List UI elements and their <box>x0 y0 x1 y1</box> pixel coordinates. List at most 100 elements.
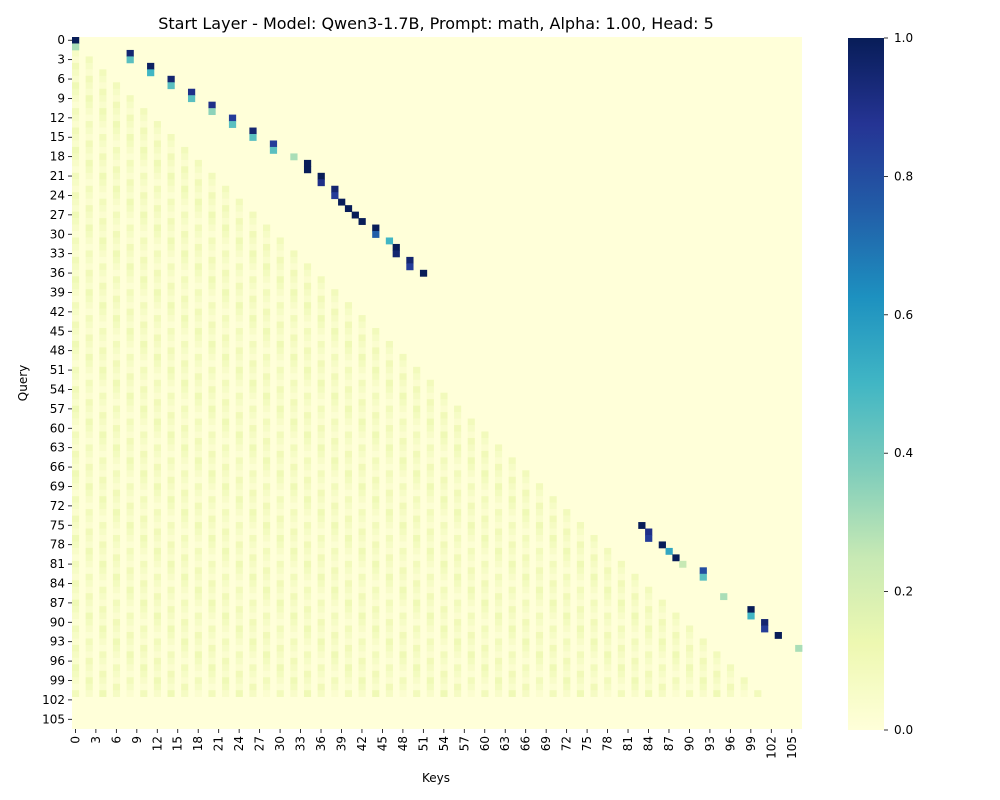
heatmap-cell <box>440 677 448 685</box>
heatmap-cell <box>249 218 257 225</box>
heatmap-cell <box>194 205 202 212</box>
heatmap-cell <box>72 619 80 626</box>
heatmap-cell <box>153 606 161 613</box>
heatmap-cell <box>303 606 312 613</box>
heatmap-cell <box>249 334 257 342</box>
heatmap-cell <box>99 631 107 639</box>
heatmap-cell <box>413 541 421 549</box>
heatmap-cell <box>385 586 393 594</box>
heatmap-cell <box>126 489 134 497</box>
heatmap-cell <box>494 612 503 620</box>
heatmap-cell <box>126 509 134 516</box>
heatmap-cell <box>454 644 462 652</box>
heatmap-cell <box>85 192 93 199</box>
heatmap-cell <box>72 502 80 510</box>
heatmap-cell <box>467 651 475 659</box>
heatmap-cell <box>413 625 421 633</box>
heatmap-cell <box>563 683 571 691</box>
heatmap-cell <box>576 534 584 542</box>
heatmap-cell <box>344 651 353 659</box>
heatmap-cell <box>112 463 121 471</box>
heatmap-cell <box>522 625 530 633</box>
heatmap-cell <box>481 547 489 555</box>
heatmap-cell <box>413 522 421 529</box>
heatmap-cell <box>604 547 612 555</box>
heatmap-cell <box>276 315 284 322</box>
heatmap-cell <box>658 606 666 613</box>
heatmap-cell <box>535 683 544 691</box>
heatmap-cell <box>194 593 202 600</box>
heatmap-cell <box>194 418 202 426</box>
heatmap-cell <box>372 644 380 652</box>
heatmap-cell <box>317 386 325 393</box>
heatmap-cell <box>358 631 366 639</box>
heatmap-cell <box>85 425 93 432</box>
heatmap-cell <box>290 593 298 600</box>
heatmap-cell <box>112 340 121 348</box>
heatmap-cell <box>303 405 312 413</box>
heatmap-cell <box>399 379 407 387</box>
heatmap-cell <box>331 412 339 419</box>
heatmap-cell <box>126 140 134 148</box>
heatmap-cell <box>72 670 80 678</box>
heatmap-cell <box>99 638 107 646</box>
heatmap-cell <box>140 243 148 251</box>
heatmap-cell <box>85 276 93 284</box>
heatmap-cell <box>208 437 216 445</box>
heatmap-cell <box>140 534 148 542</box>
heatmap-cell <box>126 366 134 374</box>
heatmap-cell <box>535 593 544 600</box>
heatmap-cell <box>167 631 175 639</box>
heatmap-cell <box>208 386 216 393</box>
heatmap-cell <box>181 476 189 484</box>
heatmap-cell <box>440 547 448 555</box>
heatmap-cell <box>126 224 134 232</box>
y-tick-label: 45 <box>50 324 65 338</box>
heatmap-cell <box>181 198 189 206</box>
heatmap-cell <box>426 644 434 652</box>
heatmap-cell <box>126 573 134 581</box>
heatmap-cell <box>99 431 107 439</box>
heatmap-cell <box>167 205 175 212</box>
heatmap-cell <box>454 651 462 659</box>
heatmap-cell <box>249 302 257 309</box>
heatmap-cell <box>276 470 284 478</box>
heatmap-cell <box>99 237 107 245</box>
heatmap-cell <box>140 580 148 588</box>
heatmap-cell <box>563 612 571 620</box>
heatmap-cell <box>249 457 257 465</box>
heatmap-cell <box>140 121 148 128</box>
heatmap-cell <box>140 360 148 368</box>
heatmap-cell <box>413 631 421 639</box>
heatmap-cell <box>276 625 284 633</box>
heatmap-cell <box>454 470 462 478</box>
heatmap-cell <box>454 664 462 672</box>
heatmap-cell <box>576 631 584 639</box>
heatmap-cell <box>99 121 107 128</box>
heatmap-cell <box>222 509 230 516</box>
heatmap-cell <box>358 353 366 361</box>
heatmap-cell <box>522 580 530 588</box>
heatmap-cell <box>263 463 271 471</box>
heatmap-cell <box>167 308 175 316</box>
heatmap-cell <box>222 192 230 199</box>
heatmap-cell <box>72 334 80 342</box>
heatmap-cell <box>331 379 339 387</box>
heatmap-cell <box>317 612 325 620</box>
heatmap-cell <box>276 399 284 406</box>
heatmap-cell <box>413 373 421 381</box>
heatmap-cell <box>617 664 625 672</box>
heatmap-cell <box>140 205 148 212</box>
heatmap-cell <box>153 612 161 620</box>
heatmap-cell <box>372 347 380 355</box>
heatmap-cell <box>617 599 625 607</box>
heatmap-cell <box>194 450 202 458</box>
x-tick-label: 63 <box>498 736 512 751</box>
heatmap-cell <box>249 340 257 348</box>
heatmap-cell <box>331 554 339 562</box>
heatmap-cell <box>222 554 230 562</box>
heatmap-cell <box>385 541 393 549</box>
heatmap-cell <box>645 599 653 607</box>
y-tick-label: 54 <box>50 382 65 396</box>
heatmap-cell <box>222 302 230 309</box>
